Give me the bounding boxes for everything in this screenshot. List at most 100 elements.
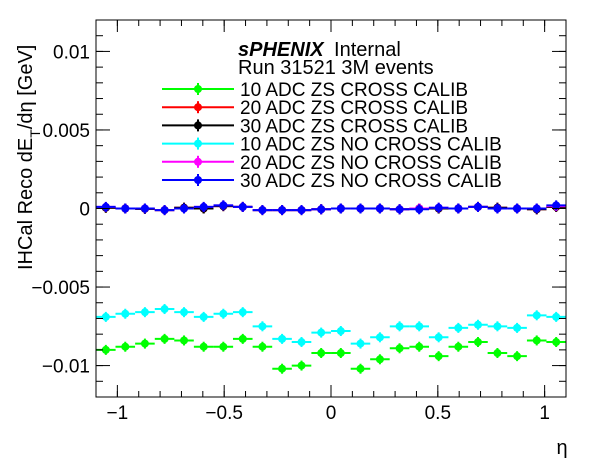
legend-label: 30 ADC ZS CROSS CALIB (240, 116, 468, 137)
legend-marker (194, 176, 202, 184)
data-point (180, 204, 189, 213)
data-point (317, 349, 326, 358)
plot-marks (96, 200, 566, 374)
legend-marker (194, 121, 202, 130)
x-axis-title: η (556, 437, 567, 459)
data-point (454, 204, 463, 213)
data-point (395, 322, 404, 331)
data-point (375, 204, 384, 213)
data-point (258, 322, 267, 331)
data-point (395, 344, 404, 353)
data-point (101, 202, 110, 211)
data-point (140, 204, 149, 213)
series-6 (96, 200, 566, 216)
data-point (395, 205, 404, 214)
data-point (473, 338, 482, 347)
y-tick-label: 0.01 (53, 42, 90, 63)
legend-marker (194, 157, 202, 166)
data-point (434, 333, 443, 342)
data-point (336, 349, 345, 358)
data-point (317, 205, 326, 214)
data-point (160, 334, 169, 343)
data-point (278, 206, 287, 215)
legend-label: 30 ADC ZS NO CROSS CALIB (240, 171, 502, 192)
data-point (473, 320, 482, 329)
data-point (493, 322, 502, 331)
series-4 (96, 304, 566, 349)
data-point (415, 342, 424, 351)
data-point (278, 334, 287, 343)
data-point (493, 204, 502, 213)
data-point (356, 204, 365, 213)
data-point (513, 204, 522, 213)
data-point (238, 202, 247, 211)
y-tick-label: −0.005 (31, 278, 90, 299)
data-point (180, 336, 189, 345)
data-point (238, 308, 247, 317)
data-point (454, 323, 463, 332)
data-point (415, 205, 424, 214)
y-axis-title-subscript: T (27, 129, 43, 138)
chart-subtitle: Run 31521 3M events (238, 57, 434, 79)
data-point (101, 345, 110, 354)
data-point (219, 201, 228, 210)
data-point (336, 327, 345, 336)
data-point (121, 204, 130, 213)
data-point (493, 349, 502, 358)
data-point (375, 333, 384, 342)
x-tick-label: 0 (326, 403, 337, 424)
data-point (356, 364, 365, 373)
data-point (552, 338, 561, 347)
title-experiment: sPHENIX (238, 39, 325, 61)
y-tick-label: 0.005 (42, 121, 90, 142)
y-tick-label: 0 (79, 200, 90, 221)
data-point (513, 352, 522, 361)
data-point (336, 204, 345, 213)
data-point (532, 336, 541, 345)
y-axis-title: IHCal Reco dET/dη [GeV] (15, 45, 43, 270)
data-point (297, 338, 306, 347)
data-point (121, 309, 130, 318)
title-status: Internal (334, 39, 401, 61)
data-point (532, 204, 541, 213)
y-tick-label: −0.01 (42, 357, 90, 378)
data-point (180, 308, 189, 317)
x-tick-label: 1 (539, 403, 550, 424)
series-1 (96, 333, 566, 374)
data-point (199, 312, 208, 321)
x-tick-label: 0.5 (425, 403, 451, 424)
data-point (140, 339, 149, 348)
data-point (356, 339, 365, 348)
y-axis-title-main: IHCal Reco dE (15, 138, 37, 270)
data-point (434, 352, 443, 361)
legend-marker (194, 103, 202, 112)
data-point (454, 342, 463, 351)
legend-marker (194, 139, 202, 148)
data-point (160, 206, 169, 215)
data-point (513, 323, 522, 332)
x-tick-label: −1 (107, 403, 129, 424)
data-point (199, 202, 208, 211)
chart-title: sPHENIX Internal (238, 39, 401, 61)
x-axis: −1 −0.5 0 0.5 1 (107, 20, 550, 424)
data-point (532, 311, 541, 320)
data-point (258, 342, 267, 351)
data-point (317, 328, 326, 337)
data-point (278, 364, 287, 373)
data-point (434, 203, 443, 212)
y-axis: −0.01 −0.005 0 0.005 0.01 (31, 35, 566, 382)
x-tick-label: −0.5 (205, 403, 243, 424)
data-point (160, 305, 169, 314)
data-point (552, 201, 561, 210)
data-point (552, 312, 561, 321)
y-axis-title-tail: /dη [GeV] (15, 45, 37, 130)
legend-label: 20 ADC ZS NO CROSS CALIB (240, 153, 502, 174)
data-point (140, 308, 149, 317)
data-point (297, 361, 306, 370)
data-point (238, 334, 247, 343)
legend-marker (194, 85, 202, 93)
data-point (199, 342, 208, 351)
legend-label: 10 ADC ZS CROSS CALIB (240, 80, 468, 101)
